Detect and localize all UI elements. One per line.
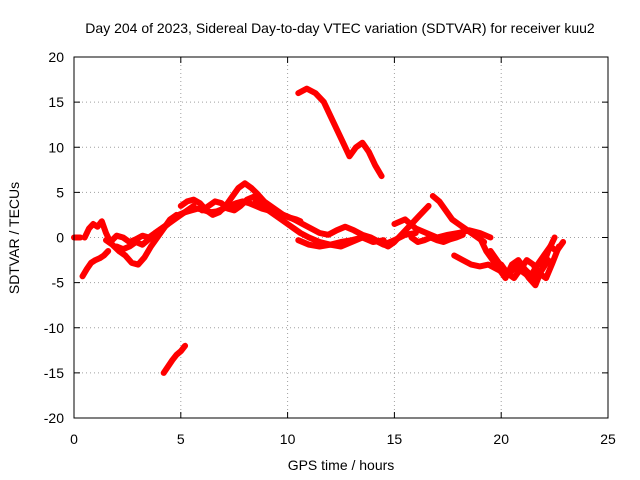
series-line-arc-6 [160,342,189,376]
y-tick-label: 5 [56,184,64,200]
y-tick-label: -15 [44,365,64,381]
x-tick-label: 10 [280,431,296,447]
y-tick-label: -20 [44,410,64,426]
y-tick-label: -10 [44,320,64,336]
y-tick-label: 20 [48,49,64,65]
x-axis-label: GPS time / hours [288,457,395,473]
chart-title: Day 204 of 2023, Sidereal Day-to-day VTE… [85,20,595,36]
x-tick-label: 20 [493,431,509,447]
series-line-arc-13 [295,230,419,250]
series-line-arc-15 [429,193,488,245]
data-series [71,85,567,376]
x-tick-label: 25 [600,431,616,447]
y-tick-label: 0 [56,230,64,246]
series-line-arc-8 [177,180,304,225]
plot-frame [73,56,609,419]
y-tick-label: -5 [52,275,65,291]
x-tick-label: 0 [70,431,78,447]
series-line-arc-2 [79,248,112,280]
series-line-arc-16 [408,231,466,245]
series-line-arc-3 [81,202,197,245]
y-axis-label: SDTVAR / TECUs [6,182,22,294]
series-line-arc-11 [295,85,385,180]
series-line-arc-20 [498,243,562,282]
x-tick-label: 15 [387,431,403,447]
axis-ticks: 0 5 10 15 20 25 -20 -15 -10 -5 0 5 10 15 20 [44,49,616,447]
x-tick-label: 5 [177,431,185,447]
y-tick-label: 10 [48,139,64,155]
y-tick-label: 15 [48,94,64,110]
